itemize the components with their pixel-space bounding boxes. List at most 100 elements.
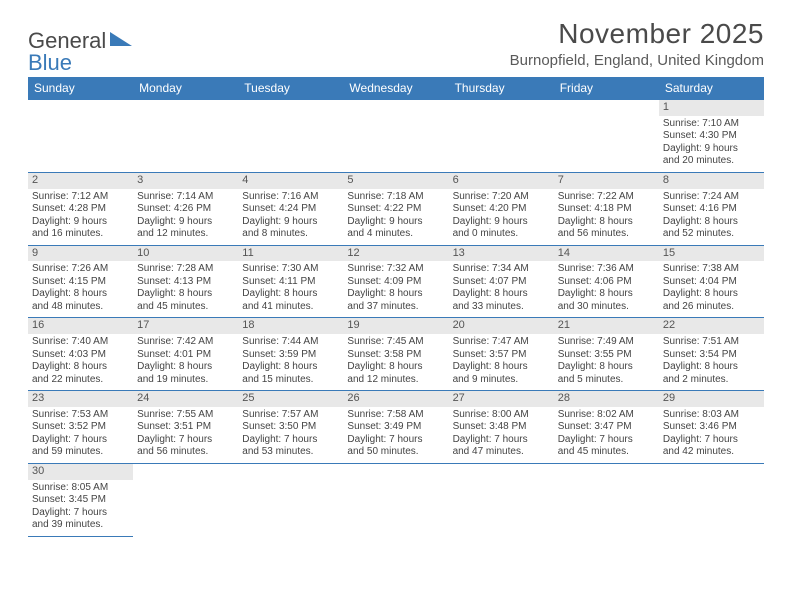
day-cell: 5Sunrise: 7:18 AMSunset: 4:22 PMDaylight… [343, 173, 448, 246]
day-sunrise: Sunrise: 7:55 AM [137, 409, 234, 422]
day-sunset: Sunset: 3:54 PM [663, 349, 760, 362]
day-cell: 10Sunrise: 7:28 AMSunset: 4:13 PMDayligh… [133, 246, 238, 319]
day-sunset: Sunset: 3:52 PM [32, 421, 129, 434]
day-number: 20 [449, 318, 554, 334]
day-cell: 12Sunrise: 7:32 AMSunset: 4:09 PMDayligh… [343, 246, 448, 319]
day-sunset: Sunset: 4:03 PM [32, 349, 129, 362]
day-number: 7 [554, 173, 659, 189]
day-cell [133, 100, 238, 173]
calendar: SundayMondayTuesdayWednesdayThursdayFrid… [28, 77, 764, 537]
title-block: November 2025 Burnopfield, England, Unit… [510, 18, 764, 69]
day-dl2: and 16 minutes. [32, 228, 129, 241]
day-dl1: Daylight: 7 hours [137, 434, 234, 447]
logo-sail-icon [110, 32, 132, 46]
day-cell: 14Sunrise: 7:36 AMSunset: 4:06 PMDayligh… [554, 246, 659, 319]
day-dl2: and 39 minutes. [32, 519, 129, 532]
day-sunrise: Sunrise: 7:26 AM [32, 263, 129, 276]
day-dl1: Daylight: 8 hours [137, 288, 234, 301]
day-cell: 20Sunrise: 7:47 AMSunset: 3:57 PMDayligh… [449, 318, 554, 391]
day-dl1: Daylight: 9 hours [137, 216, 234, 229]
day-dl1: Daylight: 8 hours [558, 361, 655, 374]
day-number: 14 [554, 246, 659, 262]
day-sunrise: Sunrise: 7:34 AM [453, 263, 550, 276]
day-cell: 27Sunrise: 8:00 AMSunset: 3:48 PMDayligh… [449, 391, 554, 464]
day-sunset: Sunset: 4:11 PM [242, 276, 339, 289]
day-number: 28 [554, 391, 659, 407]
day-sunset: Sunset: 3:46 PM [663, 421, 760, 434]
day-dl2: and 45 minutes. [558, 446, 655, 459]
day-number: 16 [28, 318, 133, 334]
day-sunset: Sunset: 4:06 PM [558, 276, 655, 289]
day-number: 5 [343, 173, 448, 189]
day-number: 10 [133, 246, 238, 262]
day-sunrise: Sunrise: 7:12 AM [32, 191, 129, 204]
logo: General [28, 18, 134, 54]
day-cell [554, 464, 659, 537]
day-dl2: and 37 minutes. [347, 301, 444, 314]
day-cell: 23Sunrise: 7:53 AMSunset: 3:52 PMDayligh… [28, 391, 133, 464]
day-sunrise: Sunrise: 7:22 AM [558, 191, 655, 204]
week-row: 23Sunrise: 7:53 AMSunset: 3:52 PMDayligh… [28, 391, 764, 464]
day-number: 30 [28, 464, 133, 480]
day-dl1: Daylight: 9 hours [347, 216, 444, 229]
day-dl2: and 45 minutes. [137, 301, 234, 314]
day-dl1: Daylight: 8 hours [663, 361, 760, 374]
day-dl2: and 2 minutes. [663, 374, 760, 387]
day-sunrise: Sunrise: 7:42 AM [137, 336, 234, 349]
day-dl1: Daylight: 8 hours [242, 361, 339, 374]
day-sunset: Sunset: 3:51 PM [137, 421, 234, 434]
day-dl2: and 19 minutes. [137, 374, 234, 387]
day-dl2: and 15 minutes. [242, 374, 339, 387]
day-dl2: and 56 minutes. [137, 446, 234, 459]
day-cell: 9Sunrise: 7:26 AMSunset: 4:15 PMDaylight… [28, 246, 133, 319]
day-number: 8 [659, 173, 764, 189]
day-cell: 3Sunrise: 7:14 AMSunset: 4:26 PMDaylight… [133, 173, 238, 246]
day-sunrise: Sunrise: 7:28 AM [137, 263, 234, 276]
day-dl1: Daylight: 7 hours [242, 434, 339, 447]
day-sunrise: Sunrise: 7:16 AM [242, 191, 339, 204]
day-cell [133, 464, 238, 537]
day-dl1: Daylight: 8 hours [663, 288, 760, 301]
day-sunrise: Sunrise: 7:14 AM [137, 191, 234, 204]
day-sunrise: Sunrise: 7:57 AM [242, 409, 339, 422]
day-header-row: SundayMondayTuesdayWednesdayThursdayFrid… [28, 77, 764, 100]
day-sunrise: Sunrise: 7:20 AM [453, 191, 550, 204]
day-dl2: and 33 minutes. [453, 301, 550, 314]
day-sunset: Sunset: 4:28 PM [32, 203, 129, 216]
day-sunrise: Sunrise: 8:03 AM [663, 409, 760, 422]
day-sunrise: Sunrise: 7:44 AM [242, 336, 339, 349]
day-dl1: Daylight: 9 hours [242, 216, 339, 229]
day-cell: 13Sunrise: 7:34 AMSunset: 4:07 PMDayligh… [449, 246, 554, 319]
day-number: 2 [28, 173, 133, 189]
day-dl1: Daylight: 8 hours [32, 288, 129, 301]
day-cell: 22Sunrise: 7:51 AMSunset: 3:54 PMDayligh… [659, 318, 764, 391]
day-cell: 25Sunrise: 7:57 AMSunset: 3:50 PMDayligh… [238, 391, 343, 464]
day-dl2: and 42 minutes. [663, 446, 760, 459]
day-number: 27 [449, 391, 554, 407]
day-sunrise: Sunrise: 7:58 AM [347, 409, 444, 422]
day-sunset: Sunset: 4:16 PM [663, 203, 760, 216]
day-sunset: Sunset: 3:50 PM [242, 421, 339, 434]
day-sunset: Sunset: 4:01 PM [137, 349, 234, 362]
day-sunset: Sunset: 3:47 PM [558, 421, 655, 434]
day-dl2: and 26 minutes. [663, 301, 760, 314]
day-cell [554, 100, 659, 173]
day-sunrise: Sunrise: 7:30 AM [242, 263, 339, 276]
day-cell: 11Sunrise: 7:30 AMSunset: 4:11 PMDayligh… [238, 246, 343, 319]
day-dl2: and 12 minutes. [347, 374, 444, 387]
week-row: 16Sunrise: 7:40 AMSunset: 4:03 PMDayligh… [28, 318, 764, 391]
day-dl2: and 5 minutes. [558, 374, 655, 387]
day-sunset: Sunset: 3:58 PM [347, 349, 444, 362]
day-cell: 19Sunrise: 7:45 AMSunset: 3:58 PMDayligh… [343, 318, 448, 391]
day-sunset: Sunset: 3:57 PM [453, 349, 550, 362]
day-dl1: Daylight: 7 hours [663, 434, 760, 447]
day-cell: 15Sunrise: 7:38 AMSunset: 4:04 PMDayligh… [659, 246, 764, 319]
day-number: 9 [28, 246, 133, 262]
month-title: November 2025 [510, 18, 764, 50]
day-cell: 30Sunrise: 8:05 AMSunset: 3:45 PMDayligh… [28, 464, 133, 537]
day-dl2: and 50 minutes. [347, 446, 444, 459]
day-dl2: and 30 minutes. [558, 301, 655, 314]
day-cell: 17Sunrise: 7:42 AMSunset: 4:01 PMDayligh… [133, 318, 238, 391]
day-dl1: Daylight: 8 hours [347, 361, 444, 374]
day-dl1: Daylight: 8 hours [663, 216, 760, 229]
